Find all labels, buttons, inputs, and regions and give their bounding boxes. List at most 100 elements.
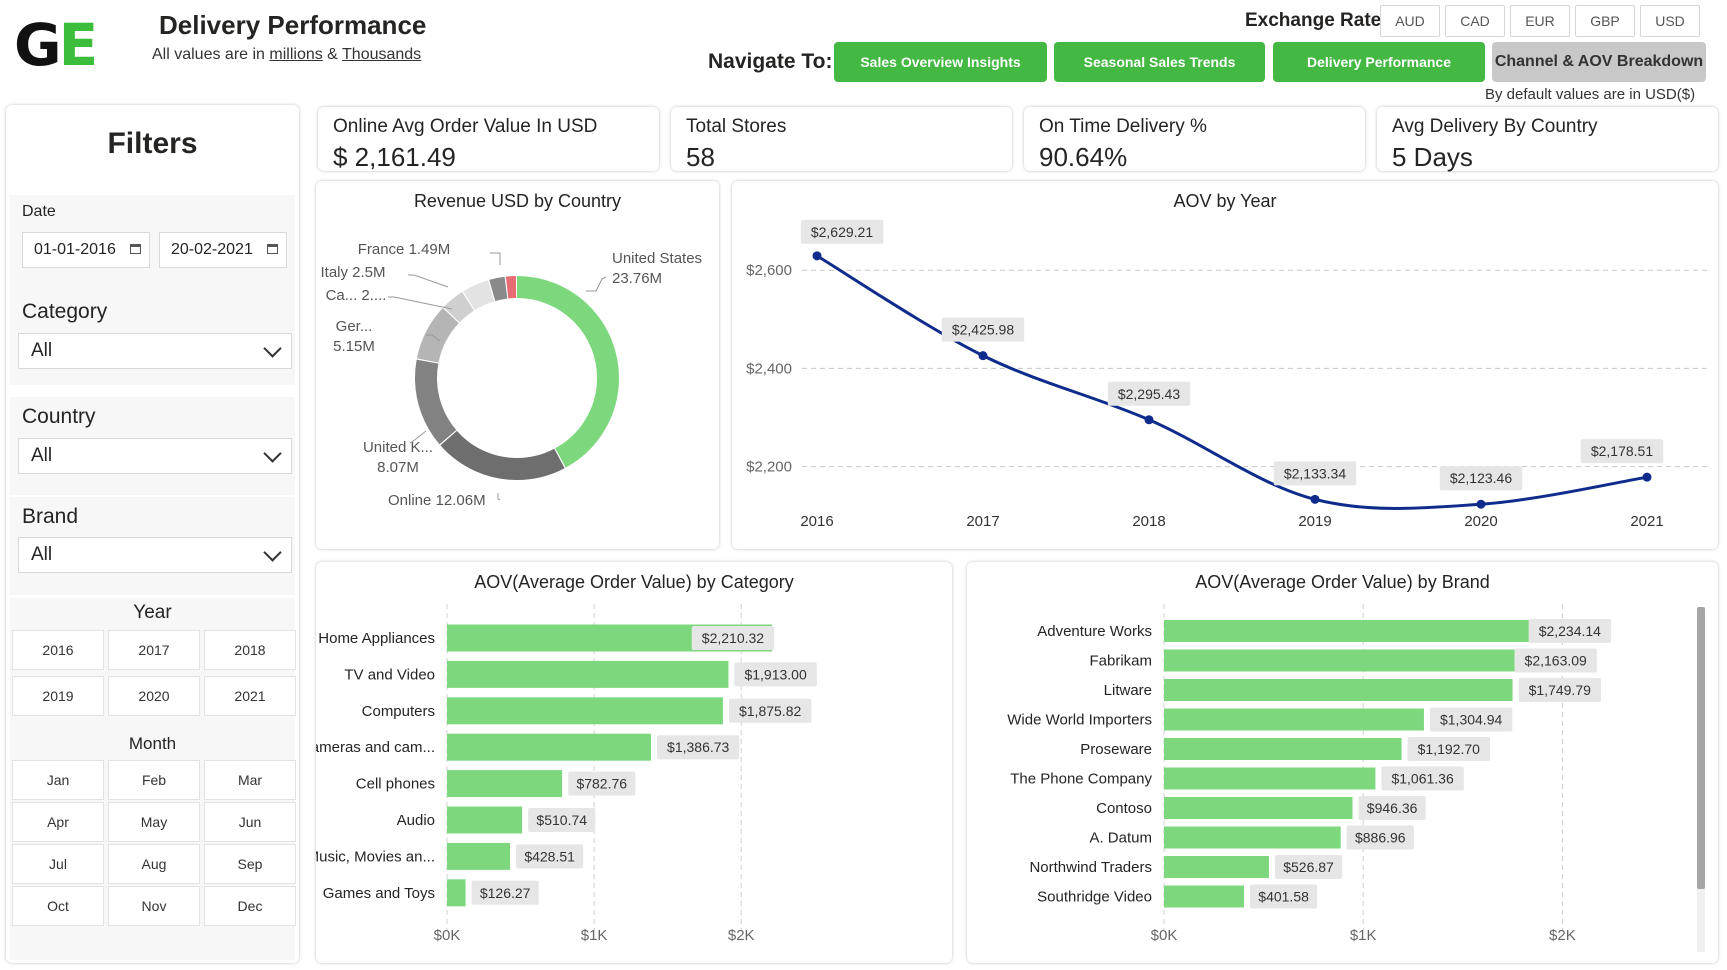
month-jun-tile[interactable]: Jun <box>204 802 296 842</box>
brand-bar-chart[interactable]: $0K $1K $2K Adventure Works $2,234.14 Fabrika… <box>967 562 1718 963</box>
nav-seasonal-trends-button[interactable]: Seasonal Sales Trends <box>1054 42 1265 82</box>
category-label: Proseware <box>1080 741 1152 758</box>
bar[interactable] <box>1164 738 1402 760</box>
subtitle-amp: & <box>322 46 343 63</box>
donut-leader-line <box>497 493 501 501</box>
line-chart[interactable]: $2,200 $2,400 $2,600 2016 2017 2018 2019 2020 20… <box>732 181 1718 549</box>
month-nov-tile[interactable]: Nov <box>108 886 200 926</box>
date-from-field[interactable]: 01-01-2016 <box>22 232 150 268</box>
month-oct-tile[interactable]: Oct <box>12 886 104 926</box>
currency-eur-button[interactable]: EUR <box>1510 5 1570 37</box>
currency-usd-button[interactable]: USD <box>1640 5 1700 37</box>
bar[interactable] <box>1164 649 1595 672</box>
kpi-card-avg-order-value: Online Avg Order Value In USD $ 2,161.49 <box>318 107 659 172</box>
currency-gbp-button[interactable]: GBP <box>1575 5 1635 37</box>
bar[interactable] <box>447 733 651 761</box>
month-sep-tile[interactable]: Sep <box>204 844 296 884</box>
bar[interactable] <box>1164 797 1353 819</box>
data-point[interactable] <box>978 351 988 361</box>
category-dropdown[interactable]: All <box>18 333 292 369</box>
month-may-tile[interactable]: May <box>108 802 200 842</box>
donut-slice[interactable] <box>415 276 619 480</box>
year-2021-tile[interactable]: 2021 <box>204 676 296 716</box>
x-tick-label: $1K <box>581 927 608 944</box>
bar[interactable] <box>447 842 511 870</box>
data-label-bg <box>691 626 775 650</box>
bar[interactable] <box>447 879 466 907</box>
year-2016-tile[interactable]: 2016 <box>12 630 104 670</box>
bar[interactable] <box>1164 767 1376 790</box>
month-mar-tile[interactable]: Mar <box>204 760 296 800</box>
x-tick-label: $1K <box>1350 927 1377 944</box>
year-2017-tile[interactable]: 2017 <box>108 630 200 670</box>
category-label: Audio <box>397 812 435 829</box>
data-label: $510.74 <box>536 812 587 828</box>
chart-title: Revenue USD by Country <box>413 191 622 211</box>
bar[interactable] <box>447 660 729 688</box>
donut-chart[interactable]: United States 23.76M Online 12.06M United K… <box>316 181 719 549</box>
year-2018-tile[interactable]: 2018 <box>204 630 296 670</box>
x-tick-label: 2019 <box>1298 513 1331 530</box>
currency-cad-button[interactable]: CAD <box>1445 5 1505 37</box>
category-label: The Phone Company <box>1010 771 1152 788</box>
nav-sales-overview-button[interactable]: Sales Overview Insights <box>834 42 1047 82</box>
month-feb-tile[interactable]: Feb <box>108 760 200 800</box>
bar[interactable] <box>1164 708 1424 731</box>
data-point[interactable] <box>1144 415 1154 425</box>
bar[interactable] <box>447 806 523 834</box>
chart-title: AOV(Average Order Value) by Category <box>474 572 794 592</box>
data-label: $1,875.82 <box>739 703 801 719</box>
data-label-bg <box>568 771 636 796</box>
brand-value: All <box>31 544 53 565</box>
scrollbar-thumb[interactable] <box>1697 607 1705 889</box>
nav-channel-aov-button[interactable]: Channel & AOV Breakdown <box>1492 42 1706 82</box>
aov-by-year-card: AOV by Year $2,200 $2,400 $2,600 2016 2017 20… <box>732 181 1718 549</box>
data-point[interactable] <box>1642 472 1652 482</box>
bar[interactable] <box>1164 679 1513 701</box>
category-bar-chart[interactable]: $0K $1K $2K Home Appliances $2,210.32 TV and … <box>316 562 952 963</box>
x-tick-label: 2021 <box>1630 513 1663 530</box>
brand-label: Brand <box>22 505 79 528</box>
bar[interactable] <box>1164 885 1244 908</box>
data-point[interactable] <box>812 251 822 261</box>
thousands-link[interactable]: Thousands <box>342 46 422 63</box>
month-jul-tile[interactable]: Jul <box>12 844 104 884</box>
month-dec-tile[interactable]: Dec <box>204 886 296 926</box>
category-label: Northwind Traders <box>1029 859 1152 876</box>
bar[interactable] <box>1164 856 1269 878</box>
data-point[interactable] <box>1476 499 1486 509</box>
data-point[interactable] <box>1310 494 1320 504</box>
donut-label: Ca... 2.... <box>326 287 387 304</box>
nav-delivery-performance-button[interactable]: Delivery Performance <box>1273 42 1485 82</box>
month-apr-tile[interactable]: Apr <box>12 802 104 842</box>
bar[interactable] <box>1164 620 1610 642</box>
date-to-field[interactable]: 20-02-2021 <box>159 232 287 268</box>
brand-dropdown[interactable]: All <box>18 537 292 573</box>
kpi-value: 58 <box>686 142 715 172</box>
month-jan-tile[interactable]: Jan <box>12 760 104 800</box>
bar[interactable] <box>447 770 563 798</box>
scrollbar-track[interactable] <box>1697 607 1705 952</box>
calendar-icon[interactable] <box>130 244 141 254</box>
data-label: $2,629.21 <box>811 224 873 240</box>
aov-by-category-card: AOV(Average Order Value) by Category $0K… <box>316 562 952 963</box>
category-label: Southridge Video <box>1037 889 1152 906</box>
currency-aud-button[interactable]: AUD <box>1380 5 1440 37</box>
year-2020-tile[interactable]: 2020 <box>108 676 200 716</box>
data-label: $401.58 <box>1258 889 1309 905</box>
x-tick-label: $2K <box>728 927 755 944</box>
country-dropdown[interactable]: All <box>18 438 292 474</box>
x-tick-label: 2018 <box>1132 513 1165 530</box>
date-label: Date <box>22 203 56 220</box>
data-label-bg <box>656 735 740 760</box>
donut-slice[interactable] <box>415 276 619 480</box>
category-label: Fabrikam <box>1089 653 1152 670</box>
bar[interactable] <box>1164 826 1341 849</box>
bar[interactable] <box>447 697 723 725</box>
month-aug-tile[interactable]: Aug <box>108 844 200 884</box>
millions-link[interactable]: millions <box>269 46 323 63</box>
kpi-label: Online Avg Order Value In USD <box>333 116 598 137</box>
calendar-icon[interactable] <box>267 244 278 254</box>
donut-slice[interactable] <box>415 276 619 480</box>
year-2019-tile[interactable]: 2019 <box>12 676 104 716</box>
